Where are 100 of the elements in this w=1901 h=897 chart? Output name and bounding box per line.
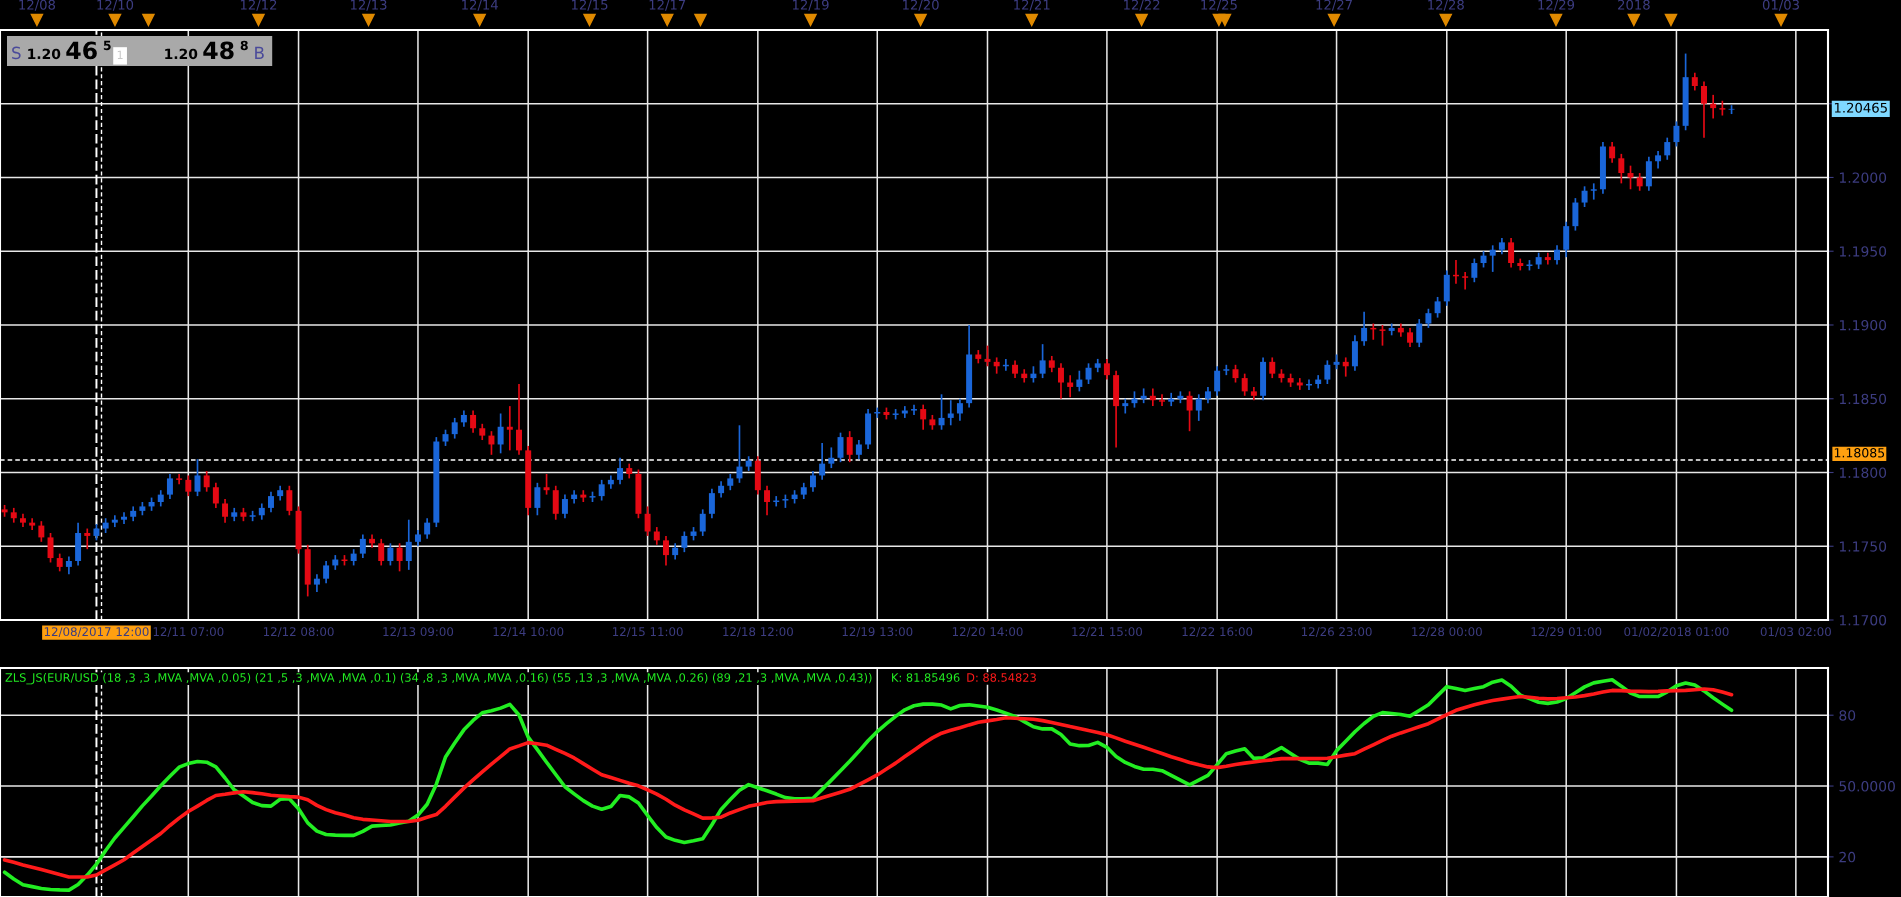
candlestick bbox=[166, 473, 173, 500]
text: 12/22 bbox=[1124, 0, 1160, 11]
candlestick bbox=[534, 481, 541, 517]
candlestick bbox=[1076, 369, 1083, 393]
candlestick bbox=[1673, 120, 1680, 148]
candlestick bbox=[855, 439, 862, 461]
candlestick bbox=[29, 517, 36, 531]
candlestick bbox=[736, 424, 743, 484]
candlestick bbox=[663, 535, 669, 567]
annotation: 5 bbox=[103, 40, 111, 51]
chart-title: ZLS_JS(EUR/USD (18 ,3 ,3 ,MVA ,MVA ,0.05) (21 ,5 ,3 ,MVA ,MVA ,0.1) (34 ,8 ,3 ,MVA ,MVA ,0.16) (55 ,13 ,3 ,MVA ,MVA ,0.26) (89 ,21 ,3 ,MVA ,MVA ,0.43)) bbox=[5, 673, 872, 685]
annotation: 1.20 bbox=[28, 48, 61, 60]
annotation: S bbox=[12, 46, 21, 60]
candlestick bbox=[846, 430, 853, 464]
x-tick-label: 12/08/2017 12:00 bbox=[44, 627, 149, 638]
candlestick bbox=[1462, 271, 1469, 291]
candlestick bbox=[1241, 372, 1248, 397]
y-tick-label: 1.2000 bbox=[1839, 172, 1887, 183]
candlestick bbox=[488, 430, 495, 456]
text: 12/10 bbox=[97, 0, 134, 11]
annotation: 8 bbox=[240, 40, 248, 51]
candlestick bbox=[1544, 251, 1551, 266]
text: K: 81.85496 bbox=[892, 673, 960, 682]
candlestick bbox=[1186, 390, 1193, 433]
candlestick bbox=[323, 560, 330, 584]
y-tick-label: 20 bbox=[1839, 851, 1856, 863]
x-tick-label: 12/19 13:00 bbox=[842, 627, 913, 638]
candlestick bbox=[222, 498, 229, 524]
candlestick bbox=[212, 481, 219, 509]
candlestick bbox=[1609, 141, 1616, 164]
candlestick bbox=[1563, 220, 1570, 258]
y-tick-label: 50.0000 bbox=[1839, 781, 1895, 792]
text: 1.20465 bbox=[1834, 102, 1887, 113]
candlestick bbox=[644, 505, 651, 537]
candlestick bbox=[470, 409, 477, 434]
candlestick bbox=[809, 470, 816, 493]
text: 12/13 bbox=[350, 0, 387, 11]
y-tick-label: 1.1850 bbox=[1839, 393, 1887, 405]
candlestick bbox=[1618, 153, 1625, 185]
x-tick-label: 12/22 16:00 bbox=[1182, 627, 1253, 638]
candlestick bbox=[38, 520, 45, 543]
candlestick bbox=[1710, 94, 1717, 120]
candlestick bbox=[1057, 362, 1064, 400]
x-tick-label: 12/28 00:00 bbox=[1412, 627, 1482, 638]
y-tick-label: 1.1800 bbox=[1839, 467, 1887, 478]
candlestick bbox=[598, 479, 605, 502]
candlestick bbox=[121, 511, 127, 525]
text: 12/28 bbox=[1428, 0, 1464, 11]
ref-line-label: 1.18085 bbox=[1834, 448, 1885, 458]
y-tick-label: 1.1900 bbox=[1839, 319, 1887, 331]
x-tick-label: 12/29 01:00 bbox=[1531, 627, 1602, 638]
candlestick bbox=[947, 399, 954, 427]
candlestick bbox=[387, 542, 394, 567]
candlestick bbox=[543, 473, 550, 496]
candlestick bbox=[405, 518, 412, 571]
candlestick bbox=[369, 533, 376, 549]
x-tick-label: 12/13 09:00 bbox=[383, 627, 454, 638]
text: 12/12 bbox=[240, 0, 277, 11]
candlestick bbox=[681, 530, 688, 553]
candlestick bbox=[911, 403, 917, 416]
candlestick bbox=[1581, 185, 1588, 208]
candlestick bbox=[1572, 197, 1579, 232]
candlestick bbox=[1701, 80, 1707, 139]
text: 12/08 bbox=[19, 0, 56, 11]
candlestick bbox=[1214, 365, 1221, 397]
candlestick bbox=[1664, 136, 1671, 161]
annotation: 1.20 bbox=[165, 48, 198, 60]
candlestick bbox=[708, 487, 715, 520]
y-tick-label: 80 bbox=[1839, 710, 1856, 721]
text: 12/29 bbox=[1538, 0, 1575, 11]
candlestick bbox=[1379, 324, 1386, 347]
text: 2018 bbox=[1618, 0, 1650, 10]
candlestick bbox=[1508, 237, 1515, 269]
candlestick bbox=[1489, 244, 1496, 273]
candlestick bbox=[617, 456, 624, 486]
x-tick-label: 12/21 15:00 bbox=[1072, 627, 1143, 638]
candlestick bbox=[993, 356, 1000, 375]
candlestick bbox=[47, 532, 54, 564]
candlestick bbox=[1159, 393, 1166, 407]
text: 12/20 bbox=[903, 0, 939, 11]
text: 01/03 bbox=[1762, 0, 1799, 11]
candlestick bbox=[1168, 392, 1175, 407]
text: 12/17 bbox=[649, 0, 686, 11]
candlestick bbox=[607, 474, 614, 490]
x-tick-label: 12/18 12:00 bbox=[723, 627, 793, 638]
candlestick bbox=[185, 474, 192, 497]
x-tick-label: 12/11 07:00 bbox=[153, 627, 224, 638]
candlestick bbox=[1039, 343, 1046, 379]
x-tick-label: 01/02/2018 01:00 bbox=[1624, 627, 1729, 638]
candlestick bbox=[1434, 296, 1441, 319]
candlestick bbox=[561, 493, 568, 520]
candlestick bbox=[764, 484, 771, 517]
candlestick bbox=[84, 527, 91, 551]
candlestick bbox=[1590, 182, 1597, 201]
y-tick-label: 1.1750 bbox=[1839, 541, 1887, 552]
candlestick bbox=[938, 393, 945, 431]
candlestick bbox=[1103, 358, 1110, 381]
candlestick bbox=[1085, 362, 1092, 385]
candlestick bbox=[516, 383, 522, 456]
text: 12/19 bbox=[792, 0, 829, 11]
